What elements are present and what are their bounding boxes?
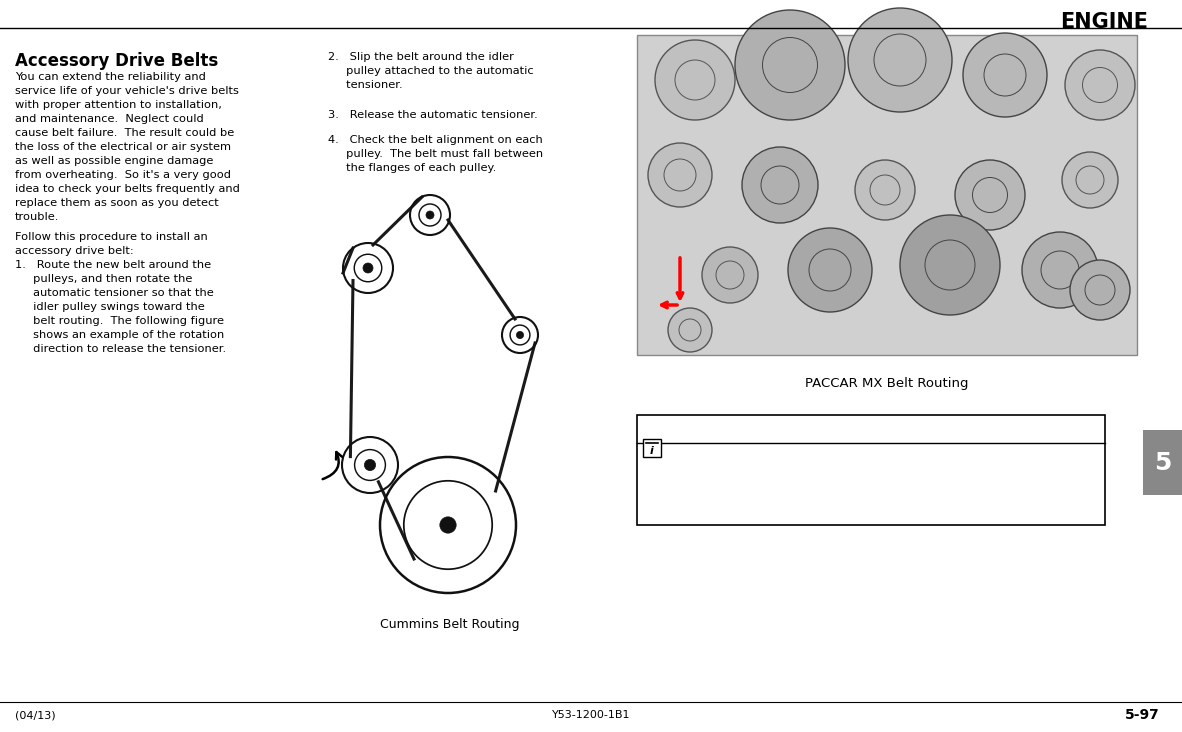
Text: Accessory Drive Belts: Accessory Drive Belts (15, 52, 219, 70)
Text: 3.   Release the automatic tensioner.: 3. Release the automatic tensioner. (327, 110, 538, 120)
Circle shape (440, 517, 456, 533)
Text: 4.   Check the belt alignment on each
     pulley.  The belt must fall between
 : 4. Check the belt alignment on each pull… (327, 135, 543, 173)
Text: (04/13): (04/13) (15, 710, 56, 720)
Circle shape (847, 8, 952, 112)
FancyArrowPatch shape (323, 452, 342, 479)
Circle shape (900, 215, 1000, 315)
Circle shape (1022, 232, 1098, 308)
Text: 1.   Route the new belt around the
     pulleys, and then rotate the
     automa: 1. Route the new belt around the pulleys… (15, 260, 226, 354)
Circle shape (742, 147, 818, 223)
Circle shape (426, 211, 434, 219)
Text: Y53-1200-1B1: Y53-1200-1B1 (552, 710, 630, 720)
Text: 5: 5 (1154, 450, 1171, 474)
Text: 2.   Slip the belt around the idler
     pulley attached to the automatic
     t: 2. Slip the belt around the idler pulley… (327, 52, 533, 90)
Bar (637, 415, 1105, 525)
Circle shape (955, 160, 1025, 230)
Circle shape (648, 143, 712, 207)
Circle shape (655, 40, 735, 120)
Bar (643, 439, 661, 457)
Circle shape (963, 33, 1047, 117)
Circle shape (1070, 260, 1130, 320)
Circle shape (517, 332, 524, 339)
Circle shape (702, 247, 758, 303)
Text: 5-97: 5-97 (1125, 708, 1160, 722)
Circle shape (668, 308, 712, 352)
Bar (637, 35, 1137, 355)
Circle shape (855, 160, 915, 220)
Text: Follow this procedure to install an
accessory drive belt:: Follow this procedure to install an acce… (15, 232, 208, 256)
Circle shape (1061, 152, 1118, 208)
Text: ENGINE: ENGINE (1060, 12, 1148, 32)
Circle shape (364, 460, 376, 471)
Text: You can extend the reliability and
service life of your vehicle's drive belts
wi: You can extend the reliability and servi… (15, 72, 240, 222)
Text: PACCAR MX Belt Routing: PACCAR MX Belt Routing (805, 377, 969, 390)
Text: Cummins Belt Routing: Cummins Belt Routing (381, 618, 520, 631)
Text: i: i (650, 446, 654, 456)
Circle shape (363, 263, 374, 273)
Bar (1143, 430, 1182, 495)
Text: NOTE: NOTE (851, 422, 891, 436)
Circle shape (788, 228, 872, 312)
Circle shape (1065, 50, 1135, 120)
Text: See the engine manufacturer's opera-
tor's manual for further information on
rep: See the engine manufacturer's opera- tor… (643, 449, 872, 499)
Circle shape (735, 10, 845, 120)
